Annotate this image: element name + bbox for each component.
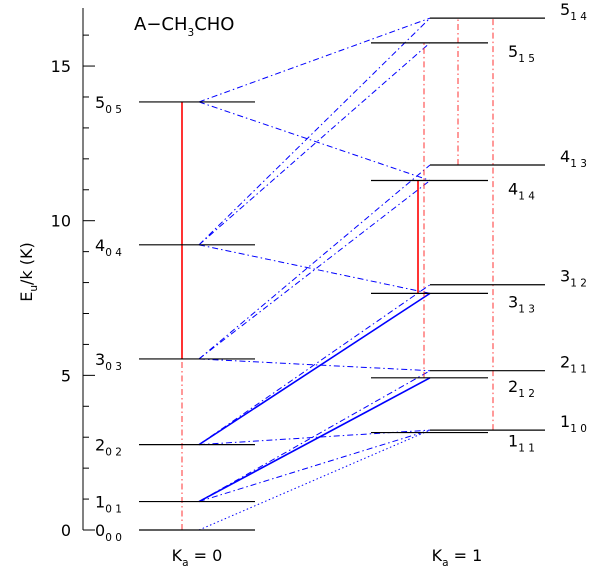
y-tick-label: 15 <box>51 57 71 76</box>
level-label-202: 20 2 <box>95 436 122 459</box>
level-label-515: 51 5 <box>508 42 535 65</box>
diagram-title: A−CH3CHO <box>134 14 234 39</box>
y-axis: 0 5 10 15 <box>51 8 95 540</box>
transition-404-515 <box>198 42 431 246</box>
level-label-110: 11 0 <box>560 412 587 435</box>
levels-layer: 00 0 10 1 20 2 30 3 40 4 50 5 11 1 11 0 21 2 21 1… <box>95 0 587 544</box>
transition-303-414 <box>198 180 431 360</box>
level-label-404: 40 4 <box>95 236 122 259</box>
level-label-413: 41 3 <box>560 147 587 170</box>
transition-101-212 <box>198 377 431 503</box>
column-label-ka1: Ka = 1 <box>432 546 483 569</box>
y-tick-label: 10 <box>51 212 71 231</box>
transition-101-211 <box>198 370 431 502</box>
transitions-layer <box>181 17 494 531</box>
transition-101-110 <box>198 429 431 503</box>
level-label-303: 30 3 <box>95 350 122 373</box>
transition-303-211 <box>198 358 431 372</box>
transition-202-312 <box>198 284 431 446</box>
y-tick-label: 5 <box>61 366 71 385</box>
y-axis-ticks: 0 5 10 15 <box>51 34 95 540</box>
level-label-313: 31 3 <box>508 292 535 315</box>
level-label-505: 50 5 <box>95 93 122 116</box>
level-label-212: 21 2 <box>508 377 535 400</box>
y-axis-label: Eu/k (K) <box>17 242 40 301</box>
transition-202-313 <box>198 292 431 446</box>
level-label-414: 41 4 <box>508 179 535 202</box>
level-label-111: 11 1 <box>508 432 535 455</box>
transition-404-514 <box>198 17 431 246</box>
transition-303-413 <box>198 164 431 360</box>
y-tick-label: 0 <box>61 521 71 540</box>
level-label-514: 51 4 <box>560 0 587 23</box>
level-label-101: 10 1 <box>95 493 122 516</box>
level-label-211: 21 1 <box>560 353 587 376</box>
level-label-312: 31 2 <box>560 267 587 290</box>
column-label-ka0: Ka = 0 <box>172 546 223 569</box>
transition-404-313 <box>198 244 431 294</box>
level-label-000: 00 0 <box>95 521 122 544</box>
transition-505-514 <box>198 17 431 103</box>
transition-505-414 <box>198 101 431 181</box>
